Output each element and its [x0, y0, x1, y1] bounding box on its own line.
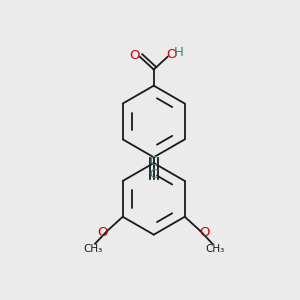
Text: O: O [166, 47, 177, 61]
Text: CH₃: CH₃ [83, 244, 102, 254]
Text: O: O [98, 226, 108, 239]
Text: C: C [150, 168, 158, 181]
Text: O: O [200, 226, 210, 239]
Text: C: C [150, 155, 158, 168]
Text: CH₃: CH₃ [205, 244, 224, 254]
Text: O: O [130, 49, 140, 62]
Text: H: H [174, 46, 184, 59]
